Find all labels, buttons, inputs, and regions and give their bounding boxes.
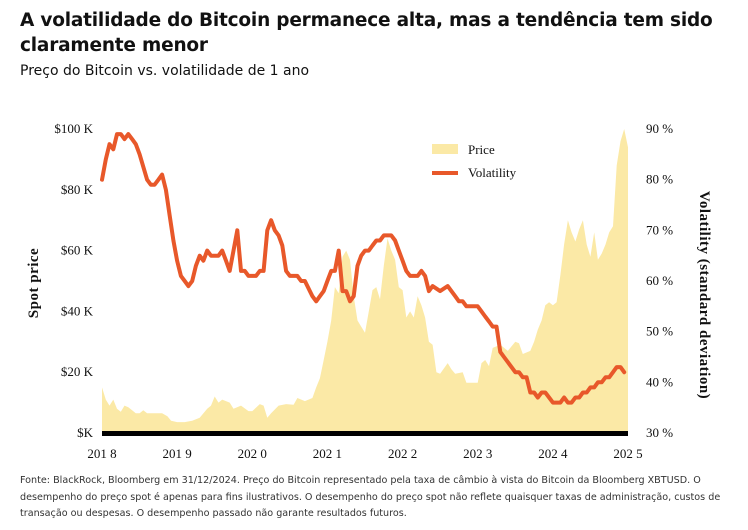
legend-price-label: Price bbox=[468, 142, 495, 157]
chart-subtitle: Preço do Bitcoin vs. volatilidade de 1 a… bbox=[20, 63, 310, 79]
left-axis-label: Spot price bbox=[26, 248, 42, 318]
x-tick-label: 202 4 bbox=[538, 446, 568, 461]
right-axis-label: Volatility (standard deviation) bbox=[696, 191, 712, 399]
volatility-line bbox=[100, 132, 627, 405]
right-tick-label: 40 % bbox=[646, 374, 673, 389]
left-tick-label: $40 K bbox=[61, 303, 94, 318]
x-axis-ticks: 201 8 201 9 202 0 202 1 202 2 202 3 202 4 202 5 bbox=[87, 446, 642, 461]
volatility-line-layer bbox=[100, 132, 627, 405]
left-tick-label: $100 K bbox=[54, 121, 93, 136]
chart-area: $100 K $80 K $60 K $40 K $20 K $K 90 % 80 % 70 … bbox=[26, 121, 712, 461]
left-tick-label: $60 K bbox=[61, 243, 94, 258]
x-tick-label: 201 8 bbox=[87, 446, 116, 461]
legend-volatility-swatch bbox=[432, 171, 458, 175]
right-tick-label: 80 % bbox=[646, 172, 673, 187]
legend-price-swatch bbox=[432, 144, 458, 154]
right-tick-label: 50 % bbox=[646, 324, 673, 339]
left-tick-label: $20 K bbox=[61, 364, 94, 379]
x-tick-label: 202 2 bbox=[388, 446, 417, 461]
right-tick-label: 60 % bbox=[646, 273, 673, 288]
x-tick-label: 202 3 bbox=[463, 446, 492, 461]
source-footnote: Fonte: BlackRock, Bloomberg em 31/12/202… bbox=[20, 475, 721, 519]
x-tick-label: 202 1 bbox=[313, 446, 342, 461]
right-tick-label: 90 % bbox=[646, 121, 673, 136]
left-tick-label: $80 K bbox=[61, 182, 94, 197]
right-axis-ticks: 90 % 80 % 70 % 60 % 50 % 40 % 30 % bbox=[646, 121, 673, 440]
price-area-layer bbox=[102, 129, 628, 433]
right-tick-label: 70 % bbox=[646, 222, 673, 237]
right-tick-label: 30 % bbox=[646, 425, 673, 440]
x-axis-baseline bbox=[102, 431, 628, 436]
x-tick-label: 202 0 bbox=[238, 446, 267, 461]
legend: Price Volatility bbox=[432, 142, 517, 180]
x-tick-label: 201 9 bbox=[162, 446, 191, 461]
left-tick-label: $K bbox=[77, 425, 94, 440]
x-tick-label: 202 5 bbox=[613, 446, 642, 461]
price-area bbox=[102, 129, 628, 433]
legend-volatility-label: Volatility bbox=[468, 165, 517, 180]
chart-title: A volatilidade do Bitcoin permanece alta… bbox=[20, 10, 713, 56]
left-axis-ticks: $100 K $80 K $60 K $40 K $20 K $K bbox=[54, 121, 93, 440]
